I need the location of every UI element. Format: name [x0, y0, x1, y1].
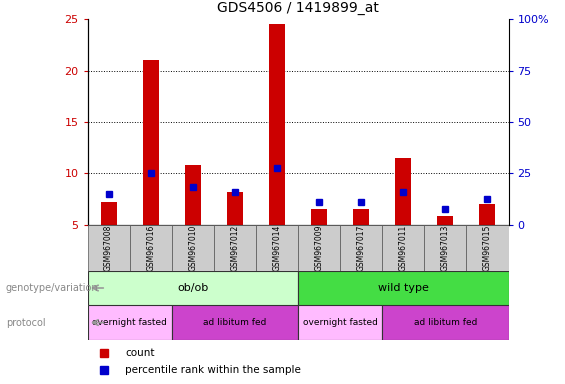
Bar: [172, 225, 214, 271]
Bar: [311, 209, 327, 225]
Bar: [437, 217, 453, 225]
Bar: [298, 225, 340, 271]
Text: GSM967012: GSM967012: [231, 225, 240, 271]
Text: protocol: protocol: [6, 318, 45, 328]
Text: GSM967014: GSM967014: [272, 225, 281, 271]
Bar: [269, 24, 285, 225]
Text: overnight fasted: overnight fasted: [92, 318, 167, 327]
Text: ob/ob: ob/ob: [177, 283, 208, 293]
Text: wild type: wild type: [378, 283, 429, 293]
Bar: [382, 225, 424, 271]
Title: GDS4506 / 1419899_at: GDS4506 / 1419899_at: [217, 2, 379, 15]
Bar: [298, 271, 508, 305]
Text: overnight fasted: overnight fasted: [303, 318, 377, 327]
Bar: [185, 165, 201, 225]
Text: count: count: [125, 348, 155, 358]
Bar: [353, 209, 369, 225]
Text: GSM967013: GSM967013: [441, 225, 450, 271]
Text: GSM967010: GSM967010: [188, 225, 197, 271]
Text: ad libitum fed: ad libitum fed: [414, 318, 477, 327]
Bar: [172, 305, 298, 340]
Bar: [88, 305, 172, 340]
Bar: [340, 225, 382, 271]
Text: genotype/variation: genotype/variation: [6, 283, 98, 293]
Bar: [298, 305, 382, 340]
Text: GSM967015: GSM967015: [483, 225, 492, 271]
Bar: [396, 158, 411, 225]
Text: percentile rank within the sample: percentile rank within the sample: [125, 365, 301, 375]
Bar: [88, 225, 130, 271]
Text: GSM967011: GSM967011: [399, 225, 408, 271]
Bar: [382, 305, 508, 340]
Bar: [101, 202, 116, 225]
Bar: [88, 271, 298, 305]
Bar: [424, 225, 467, 271]
Bar: [256, 225, 298, 271]
Bar: [143, 60, 159, 225]
Text: GSM967016: GSM967016: [146, 225, 155, 271]
Text: ad libitum fed: ad libitum fed: [203, 318, 267, 327]
Bar: [214, 225, 256, 271]
Bar: [227, 192, 243, 225]
Bar: [130, 225, 172, 271]
Text: GSM967008: GSM967008: [104, 225, 113, 271]
Text: GSM967017: GSM967017: [357, 225, 366, 271]
Bar: [467, 225, 509, 271]
Text: GSM967009: GSM967009: [315, 224, 324, 271]
Bar: [480, 204, 496, 225]
